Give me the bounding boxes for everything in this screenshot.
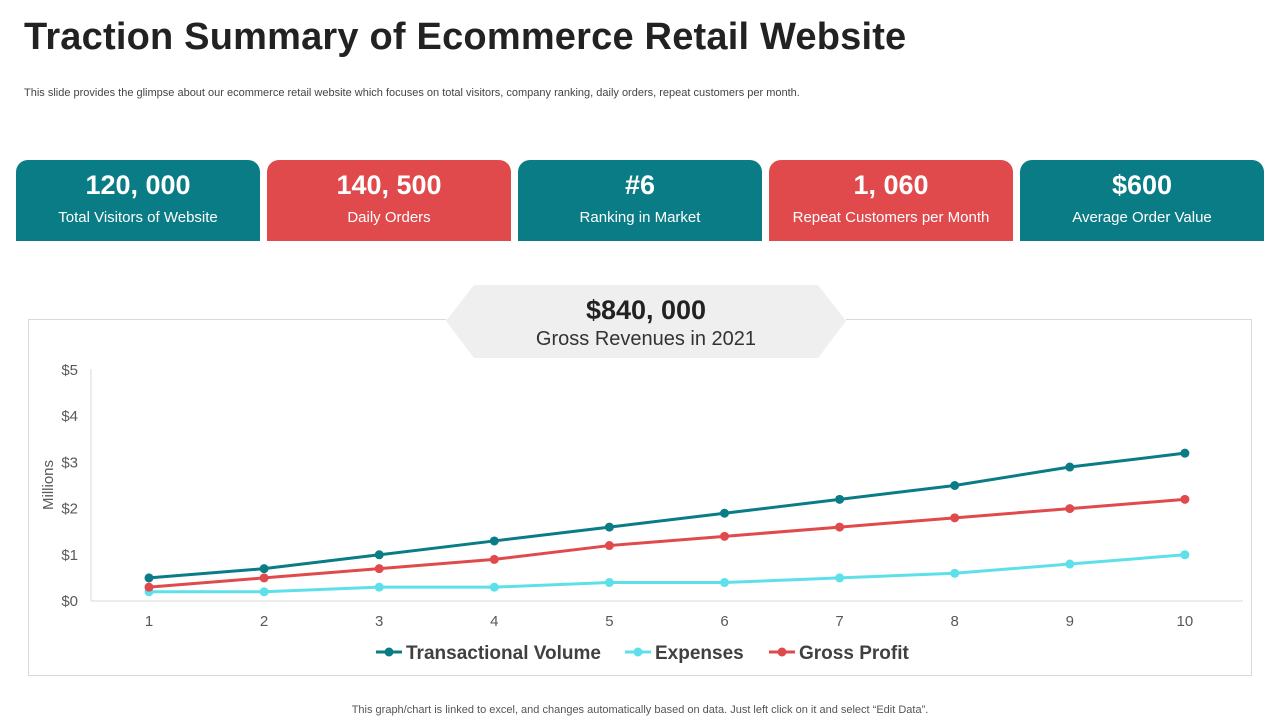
kpi-row: 120, 000 Total Visitors of Website 140, … (16, 160, 1264, 241)
data-point-transactional-volume (489, 536, 499, 546)
gross-revenue-banner: $840, 000 Gross Revenues in 2021 (446, 285, 846, 358)
data-point-expenses (259, 587, 269, 597)
data-point-gross-profit (489, 554, 499, 564)
kpi-label: Total Visitors of Website (58, 209, 218, 226)
data-point-transactional-volume (604, 522, 614, 532)
data-point-expenses (1065, 559, 1075, 569)
y-tick-label: $4 (61, 408, 78, 425)
legend-label-expenses: Expenses (655, 643, 744, 664)
data-point-gross-profit (374, 564, 384, 574)
data-point-transactional-volume (835, 494, 845, 504)
y-tick-label: $3 (61, 454, 78, 471)
data-point-gross-profit (144, 582, 154, 592)
data-point-gross-profit (259, 573, 269, 583)
kpi-card-average-order: $600 Average Order Value (1020, 160, 1264, 241)
banner-label: Gross Revenues in 2021 (535, 328, 757, 350)
data-point-transactional-volume (950, 481, 960, 490)
data-point-gross-profit (835, 522, 845, 532)
data-point-transactional-volume (259, 564, 269, 574)
data-point-expenses (604, 578, 614, 588)
data-point-expenses (835, 573, 845, 583)
x-tick-label: 9 (1066, 613, 1074, 630)
footer-note: This graph/chart is linked to excel, and… (351, 704, 929, 716)
kpi-label: Ranking in Market (579, 209, 701, 226)
data-point-gross-profit (1180, 494, 1190, 504)
data-point-gross-profit (1065, 504, 1075, 514)
chart-frame (28, 319, 1252, 676)
kpi-card-ranking: #6 Ranking in Market (518, 160, 762, 241)
kpi-card-repeat-customers: 1, 060 Repeat Customers per Month (769, 160, 1013, 241)
kpi-value: #6 (624, 170, 656, 200)
data-point-expenses (950, 568, 960, 578)
data-point-transactional-volume (144, 573, 154, 583)
line-chart: $0 $1 $2 $3 $4 $5 Millions 1 2 3 4 5 6 7 8 9 10 Transacti… (40, 362, 1243, 664)
page-subtitle: This slide provides the glimpse about ou… (24, 87, 800, 99)
series-line-gross-profit (148, 497, 1186, 589)
x-tick-label: 2 (260, 613, 268, 630)
legend-marker-expenses (633, 647, 643, 657)
data-point-gross-profit (950, 513, 960, 523)
data-point-expenses (374, 582, 384, 592)
data-point-expenses (1180, 550, 1190, 560)
kpi-value: 1, 060 (853, 170, 929, 200)
series-line-transactional-volume (148, 451, 1186, 580)
data-point-expenses (720, 578, 729, 588)
kpi-card-total-visitors: 120, 000 Total Visitors of Website (16, 160, 260, 241)
data-point-transactional-volume (374, 550, 384, 560)
page-title: Traction Summary of Ecommerce Retail Web… (24, 16, 907, 58)
legend-marker-gross-profit (777, 647, 787, 657)
x-tick-label: 1 (145, 613, 153, 630)
legend-label-transactional-volume: Transactional Volume (406, 643, 601, 664)
kpi-label: Average Order Value (1072, 209, 1212, 226)
data-point-transactional-volume (720, 508, 729, 518)
x-tick-label: 6 (720, 613, 728, 630)
data-point-gross-profit (604, 541, 614, 551)
x-tick-label: 4 (490, 613, 498, 630)
y-tick-label: $2 (61, 501, 78, 518)
y-tick-label: $5 (61, 362, 78, 379)
x-tick-label: 10 (1177, 613, 1194, 630)
series-line-expenses (149, 553, 1186, 594)
data-point-expenses (489, 582, 499, 592)
y-tick-label: $1 (61, 547, 78, 564)
x-tick-label: 5 (605, 613, 613, 630)
banner-shape (446, 285, 846, 358)
y-axis-label: Millions (40, 460, 57, 510)
kpi-value: $600 (1111, 170, 1173, 200)
x-tick-label: 8 (951, 613, 959, 630)
data-point-transactional-volume (1065, 462, 1075, 472)
banner-value: $840, 000 (585, 295, 707, 325)
x-tick-label: 3 (375, 613, 383, 630)
legend-marker-transactional-volume (384, 647, 394, 657)
data-point-transactional-volume (1180, 448, 1190, 458)
legend-label-gross-profit: Gross Profit (799, 643, 909, 664)
kpi-value: 140, 500 (336, 170, 442, 200)
data-point-gross-profit (720, 531, 729, 541)
y-tick-label: $0 (61, 593, 78, 610)
kpi-card-daily-orders: 140, 500 Daily Orders (267, 160, 511, 241)
kpi-label: Daily Orders (347, 209, 431, 226)
kpi-value: 120, 000 (85, 170, 191, 200)
x-tick-label: 7 (835, 613, 843, 630)
kpi-label: Repeat Customers per Month (792, 209, 990, 226)
